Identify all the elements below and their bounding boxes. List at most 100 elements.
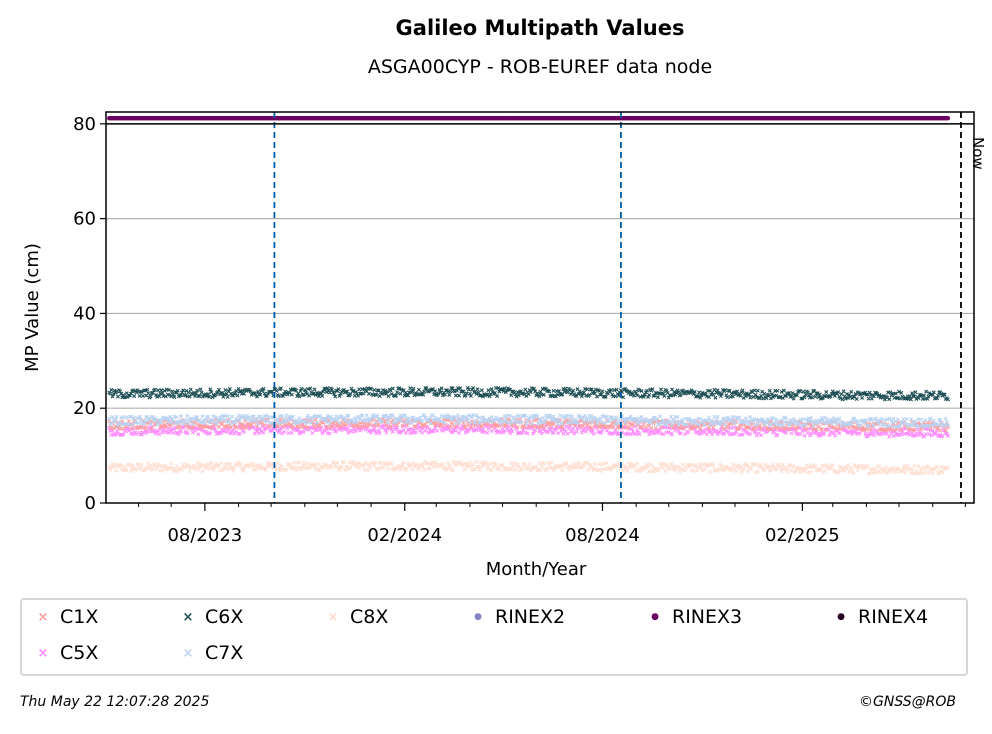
- point-c7x: [318, 413, 323, 418]
- point-c8x: [219, 461, 224, 466]
- point-c6x: [374, 392, 379, 397]
- point-c7x: [773, 422, 778, 427]
- point-c5x: [134, 432, 139, 437]
- point-c7x: [514, 420, 519, 425]
- point-c7x: [928, 416, 933, 421]
- point-c6x: [261, 386, 266, 391]
- point-c6x: [738, 393, 743, 398]
- point-c6x: [647, 392, 652, 397]
- point-c6x: [258, 392, 263, 397]
- point-c8x: [634, 469, 639, 474]
- point-c8x: [477, 467, 482, 472]
- point-c7x: [570, 414, 575, 419]
- point-c8x: [706, 463, 711, 468]
- point-c8x: [868, 467, 873, 472]
- point-c7x: [249, 417, 254, 422]
- point-c6x: [711, 392, 716, 397]
- point-c5x: [525, 431, 530, 436]
- point-c6x: [752, 388, 757, 393]
- point-c7x: [364, 413, 369, 418]
- point-c8x: [881, 470, 886, 475]
- point-c7x: [206, 414, 211, 419]
- point-c8x: [698, 462, 703, 467]
- point-c7x: [790, 420, 795, 425]
- point-c7x: [801, 417, 806, 422]
- point-c8x: [926, 464, 931, 469]
- point-c8x: [337, 468, 342, 473]
- point-c8x: [927, 470, 932, 475]
- point-c7x: [303, 420, 308, 425]
- point-c6x: [924, 389, 929, 394]
- point-c6x: [555, 392, 560, 397]
- point-c1x: [197, 425, 202, 430]
- point-c8x: [307, 466, 312, 471]
- point-c8x: [433, 460, 438, 465]
- point-c8x: [299, 466, 304, 471]
- point-c5x: [784, 430, 789, 435]
- point-c7x: [314, 420, 319, 425]
- point-c7x: [441, 414, 446, 419]
- point-c7x: [553, 417, 558, 422]
- point-c6x: [642, 392, 647, 397]
- point-c6x: [197, 394, 202, 399]
- point-c6x: [838, 396, 843, 401]
- point-c7x: [864, 418, 869, 423]
- point-c7x: [225, 414, 230, 419]
- point-c7x: [200, 414, 205, 419]
- point-c7x: [312, 414, 317, 419]
- point-c5x: [232, 431, 237, 436]
- point-c7x: [457, 420, 462, 425]
- point-c5x: [139, 432, 144, 437]
- point-c7x: [668, 414, 673, 419]
- point-c8x: [549, 460, 554, 465]
- point-c1x: [912, 428, 917, 433]
- point-c5x: [591, 431, 596, 436]
- point-c6x: [799, 396, 804, 401]
- point-c7x: [756, 418, 761, 423]
- point-c8x: [626, 461, 631, 466]
- point-c8x: [788, 463, 793, 467]
- point-c5x: [185, 431, 190, 436]
- point-c6x: [308, 386, 313, 391]
- point-c6x: [509, 393, 514, 398]
- point-c8x: [484, 461, 489, 466]
- point-c8x: [471, 462, 476, 467]
- legend-item-c8x: × C8X: [326, 606, 389, 628]
- point-c6x: [297, 394, 302, 399]
- point-c8x: [378, 461, 383, 466]
- point-c7x: [126, 421, 131, 426]
- point-c6x: [585, 387, 590, 392]
- point-c8x: [500, 462, 505, 467]
- point-c1x: [244, 425, 249, 430]
- point-c7x: [159, 420, 164, 425]
- point-c5x: [598, 430, 603, 435]
- point-c6x: [910, 391, 915, 396]
- point-c6x: [411, 386, 416, 391]
- point-c5x: [539, 431, 544, 436]
- point-c6x: [800, 396, 805, 401]
- point-c6x: [469, 393, 474, 398]
- point-c8x: [635, 461, 640, 466]
- point-c1x: [884, 428, 888, 433]
- point-c5x: [523, 430, 528, 435]
- point-c1x: [630, 423, 635, 428]
- point-c7x: [557, 418, 561, 423]
- point-c5x: [451, 427, 456, 432]
- point-c7x: [548, 413, 553, 418]
- ytick-label: 60: [73, 209, 96, 230]
- point-c6x: [791, 396, 796, 401]
- point-c5x: [520, 430, 525, 435]
- point-c7x: [255, 417, 259, 422]
- point-c6x: [697, 390, 702, 395]
- point-c8x: [198, 461, 203, 466]
- point-c6x: [547, 389, 552, 394]
- legend-item-c7x: × C7X: [181, 642, 244, 664]
- point-c7x: [831, 416, 836, 421]
- cross-marker-icon: ×: [182, 609, 194, 625]
- point-c1x: [362, 421, 367, 426]
- point-c7x: [209, 418, 214, 423]
- point-c8x: [533, 465, 538, 470]
- point-c6x: [177, 393, 182, 398]
